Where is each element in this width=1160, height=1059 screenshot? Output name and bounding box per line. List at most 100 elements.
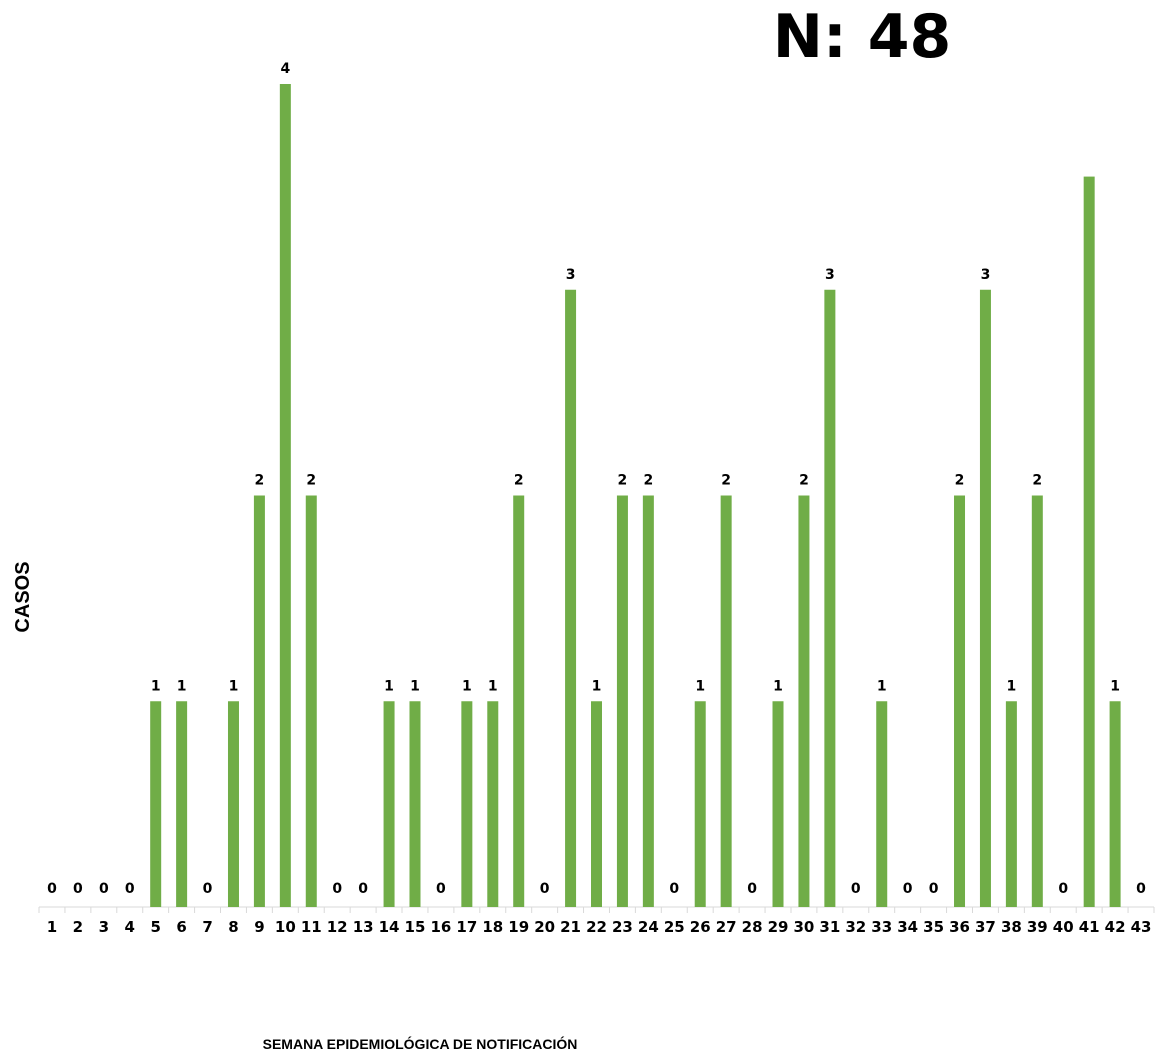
bar-week-17 <box>461 701 473 907</box>
x-tick-label-34: 34 <box>897 918 918 936</box>
bar-week-8 <box>227 701 239 907</box>
data-label-week-10: 4 <box>280 61 290 77</box>
data-label-week-40: 0 <box>1058 881 1068 897</box>
bar-week-29 <box>772 701 784 907</box>
data-label-week-4: 0 <box>125 881 135 897</box>
x-tick-label-10: 10 <box>275 918 296 936</box>
x-tick-label-14: 14 <box>379 918 400 936</box>
x-tick-label-26: 26 <box>690 918 711 936</box>
data-label-week-21: 3 <box>566 267 576 283</box>
y-axis-label: CASOS <box>12 561 34 632</box>
x-tick-label-13: 13 <box>353 918 374 936</box>
x-tick-label-21: 21 <box>560 918 581 936</box>
bar-week-5 <box>150 701 162 907</box>
bar-week-24 <box>642 495 654 907</box>
x-tick-label-2: 2 <box>73 918 83 936</box>
bar-week-15 <box>409 701 421 907</box>
data-label-week-30: 2 <box>799 473 809 489</box>
data-label-week-32: 0 <box>851 881 861 897</box>
data-label-week-31: 3 <box>825 267 835 283</box>
chart-title: N: 48 <box>773 2 952 72</box>
data-label-week-24: 2 <box>643 473 653 489</box>
x-tick-label-23: 23 <box>612 918 633 936</box>
data-label-week-12: 0 <box>332 881 342 897</box>
data-label-week-25: 0 <box>669 881 679 897</box>
bar-week-30 <box>798 495 810 907</box>
x-tick-label-28: 28 <box>742 918 763 936</box>
x-tick-label-42: 42 <box>1105 918 1126 936</box>
bar-week-37 <box>979 289 991 907</box>
x-tick-label-24: 24 <box>638 918 659 936</box>
x-tick-label-22: 22 <box>586 918 607 936</box>
bar-week-42 <box>1109 701 1121 907</box>
data-label-week-14: 1 <box>384 678 394 694</box>
bar-week-27 <box>720 495 732 907</box>
data-label-week-37: 3 <box>981 267 991 283</box>
data-label-week-34: 0 <box>903 881 913 897</box>
x-tick-label-41: 41 <box>1079 918 1100 936</box>
bar-week-31 <box>824 289 836 907</box>
bar-week-10 <box>279 84 291 907</box>
data-label-week-6: 1 <box>177 678 187 694</box>
x-tick-label-3: 3 <box>99 918 109 936</box>
bar-week-39 <box>1031 495 1043 907</box>
data-label-week-1: 0 <box>47 881 57 897</box>
bar-week-33 <box>876 701 888 907</box>
data-label-week-26: 1 <box>695 678 705 694</box>
data-label-week-29: 1 <box>773 678 783 694</box>
data-label-week-13: 0 <box>358 881 368 897</box>
data-label-week-38: 1 <box>1007 678 1017 694</box>
x-tick-label-38: 38 <box>1001 918 1022 936</box>
data-label-week-20: 0 <box>540 881 550 897</box>
x-tick-label-6: 6 <box>176 918 186 936</box>
data-label-week-17: 1 <box>462 678 472 694</box>
data-label-week-35: 0 <box>929 881 939 897</box>
x-tick-label-5: 5 <box>150 918 160 936</box>
x-tick-label-9: 9 <box>254 918 264 936</box>
data-label-week-23: 2 <box>618 473 628 489</box>
bar-week-14 <box>383 701 395 907</box>
x-tick-label-31: 31 <box>819 918 840 936</box>
data-label-week-2: 0 <box>73 881 83 897</box>
x-tick-label-33: 33 <box>871 918 892 936</box>
data-label-week-5: 1 <box>151 678 161 694</box>
x-tick-label-27: 27 <box>716 918 737 936</box>
data-label-week-7: 0 <box>203 881 213 897</box>
x-tick-label-11: 11 <box>301 918 322 936</box>
bar-week-38 <box>1005 701 1017 907</box>
x-tick-labels-group: 1 2 3 4 5 6 7 8 9 10 11 12 13 14 15 16 17 18 19 20 21 22 23 24 2… <box>47 918 1152 936</box>
x-tick-label-32: 32 <box>845 918 866 936</box>
x-tick-label-40: 40 <box>1053 918 1074 936</box>
x-tick-label-30: 30 <box>794 918 815 936</box>
x-tick-label-1: 1 <box>47 918 57 936</box>
x-tick-label-25: 25 <box>664 918 685 936</box>
data-label-week-9: 2 <box>255 473 265 489</box>
x-tick-label-15: 15 <box>405 918 426 936</box>
data-label-week-18: 1 <box>488 678 498 694</box>
x-tick-label-43: 43 <box>1131 918 1152 936</box>
bar-week-9 <box>253 495 265 907</box>
data-label-week-39: 2 <box>1032 473 1042 489</box>
x-tick-label-8: 8 <box>228 918 238 936</box>
data-label-week-15: 1 <box>410 678 420 694</box>
x-tick-label-37: 37 <box>975 918 996 936</box>
x-tick-label-7: 7 <box>202 918 212 936</box>
x-tick-label-36: 36 <box>949 918 970 936</box>
x-tick-label-16: 16 <box>430 918 451 936</box>
data-label-week-36: 2 <box>955 473 965 489</box>
x-tick-label-12: 12 <box>327 918 348 936</box>
x-tick-label-19: 19 <box>508 918 529 936</box>
bar-week-23 <box>616 495 628 907</box>
data-label-week-8: 1 <box>229 678 239 694</box>
bar-week-19 <box>513 495 525 907</box>
x-axis-label: SEMANA EPIDEMIOLÓGICA DE NOTIFICACIÓN <box>263 1035 578 1052</box>
bar-week-41 <box>1083 176 1095 908</box>
bar-week-26 <box>694 701 706 907</box>
data-label-week-3: 0 <box>99 881 109 897</box>
bar-week-36 <box>954 495 966 907</box>
data-label-week-22: 1 <box>592 678 602 694</box>
data-label-week-11: 2 <box>306 473 316 489</box>
bar-week-22 <box>591 701 602 907</box>
